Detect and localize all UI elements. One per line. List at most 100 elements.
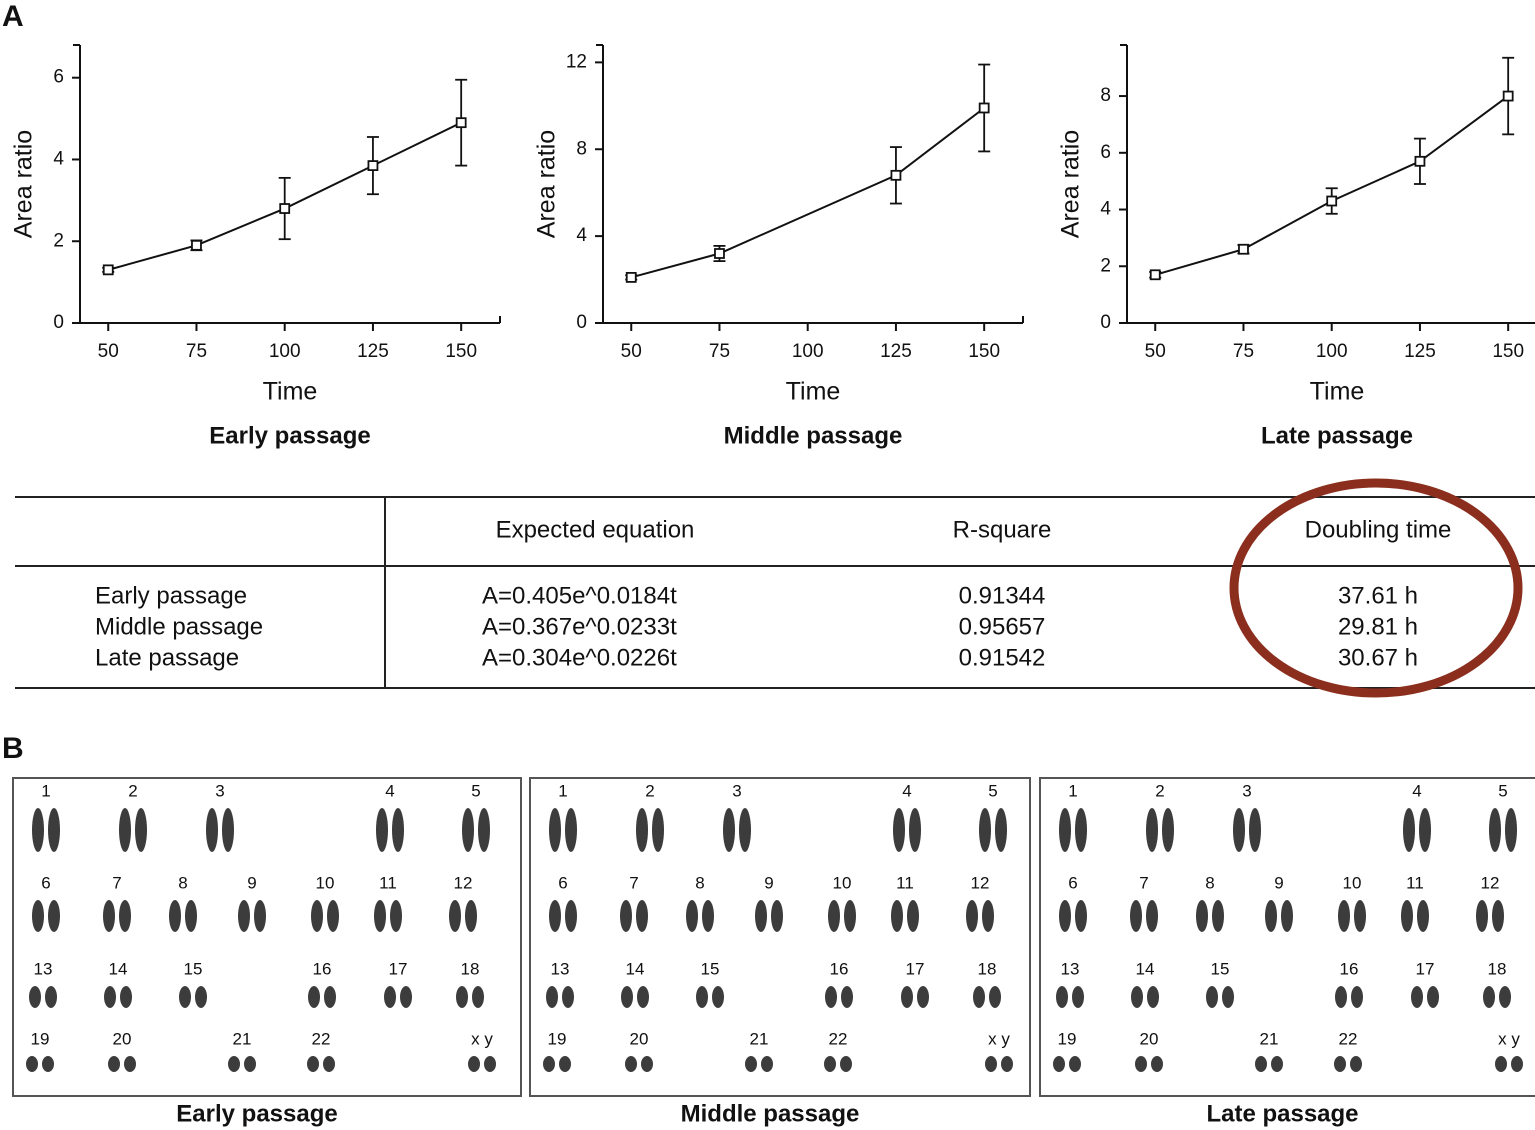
chromosome xyxy=(893,808,905,852)
y-tick-label: 0 xyxy=(576,312,587,333)
x-axis-title: Time xyxy=(786,378,841,406)
chromosome-label: 21 xyxy=(233,1029,252,1048)
highlight-circle xyxy=(1229,478,1523,698)
chromosome-label: 5 xyxy=(988,781,997,800)
chromosome xyxy=(982,900,994,932)
chromosome xyxy=(32,808,44,852)
chromosome xyxy=(1419,808,1431,852)
chromosome-label: 15 xyxy=(184,959,203,978)
chromosome xyxy=(48,808,60,852)
chromosome xyxy=(472,986,484,1008)
chromosome xyxy=(119,900,131,932)
chromosome-label: 3 xyxy=(215,781,224,800)
chromosome xyxy=(1354,900,1366,932)
chromosome xyxy=(995,808,1007,852)
chromosome-label: 6 xyxy=(41,873,50,892)
chromosome xyxy=(546,986,558,1008)
y-tick-label: 4 xyxy=(53,148,64,169)
x-tick-label: 50 xyxy=(98,341,119,362)
chromosome xyxy=(1338,900,1350,932)
chromosome-label: 16 xyxy=(830,959,849,978)
chromosome xyxy=(26,1056,38,1072)
x-tick-label: 100 xyxy=(792,341,824,362)
table-cell: 0.91344 xyxy=(959,582,1046,609)
x-axis-title: Time xyxy=(1310,378,1365,406)
x-tick-label: 50 xyxy=(1145,341,1166,362)
chromosome xyxy=(120,986,132,1008)
chromosome xyxy=(1401,900,1413,932)
panel-label: A xyxy=(2,0,24,33)
chromosome xyxy=(1069,1056,1081,1072)
panel-label: B xyxy=(2,732,24,765)
marker xyxy=(625,271,637,283)
y-tick-label: 6 xyxy=(53,67,64,88)
chromosome-label: 19 xyxy=(31,1029,50,1048)
chromosome-label: 22 xyxy=(1339,1029,1358,1048)
table-cell: 0.91542 xyxy=(959,644,1046,671)
chromosome xyxy=(327,900,339,932)
marker xyxy=(890,169,902,181)
chromosome xyxy=(456,986,468,1008)
chromosome xyxy=(1075,808,1087,852)
chromosome xyxy=(238,900,250,932)
chromosome xyxy=(465,900,477,932)
chromosome xyxy=(636,900,648,932)
chromosome-label: 20 xyxy=(630,1029,649,1048)
chromosome-label: 20 xyxy=(113,1029,132,1048)
marker xyxy=(978,102,990,114)
chromosome-label: 22 xyxy=(312,1029,331,1048)
marker xyxy=(1238,243,1249,255)
chromosome xyxy=(311,900,323,932)
chromosome xyxy=(45,986,57,1008)
chromosome xyxy=(374,900,386,932)
chromosome xyxy=(723,808,735,852)
chromosome-label: 13 xyxy=(34,959,53,978)
chromosome xyxy=(686,900,698,932)
chromosome-label: 8 xyxy=(1205,873,1214,892)
chromosome-label: 10 xyxy=(833,873,852,892)
chromosome-label: 16 xyxy=(1340,959,1359,978)
y-axis-title: Area ratio xyxy=(10,130,38,238)
x-tick-label: 75 xyxy=(186,341,207,362)
chromosome xyxy=(254,900,266,932)
chromosome xyxy=(549,900,561,932)
x-tick-label: 50 xyxy=(621,341,642,362)
data-line xyxy=(630,107,985,279)
chromosome-label: 6 xyxy=(1068,873,1077,892)
chromosome-label: 7 xyxy=(629,873,638,892)
chromosome xyxy=(104,986,116,1008)
x-tick-label: 100 xyxy=(1316,341,1348,362)
chromosome xyxy=(840,1056,852,1072)
chromosome-label: 16 xyxy=(313,959,332,978)
chromosome xyxy=(559,1056,571,1072)
chromosome xyxy=(32,900,44,932)
table-cell: A=0.367e^0.0233t xyxy=(482,613,677,640)
chromosome xyxy=(1427,986,1439,1008)
chromosome xyxy=(1196,900,1208,932)
chromosome-label: 11 xyxy=(1406,873,1424,892)
x-tick-label: 150 xyxy=(1492,341,1524,362)
chromosome-label: 11 xyxy=(379,873,397,892)
karyotype-caption: Early passage xyxy=(176,1100,337,1127)
chromosome xyxy=(979,808,991,852)
chromosome xyxy=(392,808,404,852)
x-axis-title: Time xyxy=(263,378,318,406)
y-tick-label: 2 xyxy=(1100,255,1111,276)
chromosome-label: 21 xyxy=(750,1029,769,1048)
chromosome xyxy=(1130,900,1142,932)
chromosome xyxy=(135,808,147,852)
chromosome xyxy=(1131,986,1143,1008)
chromosome xyxy=(169,900,181,932)
chromosome xyxy=(449,900,461,932)
marker xyxy=(1414,155,1426,167)
chromosome xyxy=(1489,808,1501,852)
chromosome xyxy=(1053,1056,1065,1072)
chromosome-label: 19 xyxy=(548,1029,567,1048)
chromosome xyxy=(636,808,648,852)
chromosome-label: x y xyxy=(471,1029,493,1048)
chromosome xyxy=(1135,1056,1147,1072)
chromosome-label: 17 xyxy=(1416,959,1435,978)
chromosome-label: 8 xyxy=(695,873,704,892)
chromosome-label: 21 xyxy=(1260,1029,1279,1048)
chromosome xyxy=(712,986,724,1008)
